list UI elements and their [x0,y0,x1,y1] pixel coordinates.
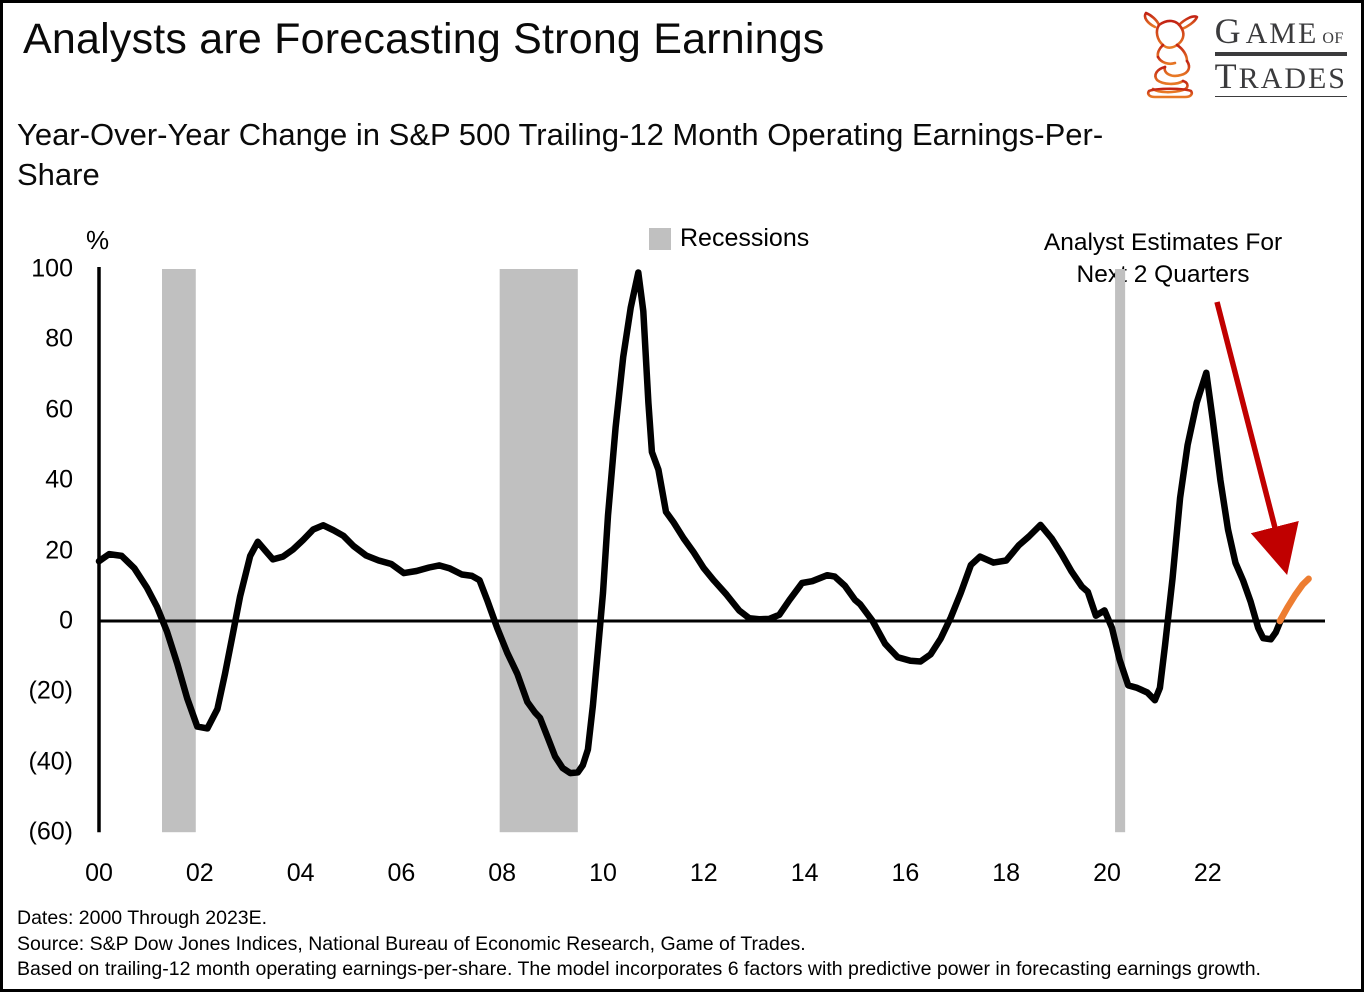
x-tick-04: 04 [286,859,315,887]
recession-band [1115,269,1126,833]
legend-label: Recessions [680,224,810,252]
chart-subtitle: Year-Over-Year Change in S&P 500 Trailin… [17,117,1104,192]
x-tick-22: 22 [1193,859,1222,887]
footnote-method: Based on trailing-12 month operating ear… [17,958,1261,980]
x-tick-10: 10 [589,859,617,887]
y-tick-100: 100 [31,254,73,283]
legend-recessions: Recessions [649,224,809,253]
x-tick-00: 00 [85,859,113,887]
footnote-source: Source: S&P Dow Jones Indices, National … [17,932,806,955]
y-axis-unit-label: % [86,225,110,255]
y-tick-20: 20 [45,536,73,565]
logo-word-game: G [1214,11,1242,51]
eps-yoy-line [95,269,1285,777]
y-tick-(40): (40) [28,747,73,776]
recession-swatch [649,227,671,250]
logo-word-of: OF [1322,30,1344,47]
y-tick-(20): (20) [28,676,73,705]
x-tick-06: 06 [387,859,416,887]
footnotes: Dates: 2000 Through 2023E. Source: S&P D… [17,906,1347,983]
recession-band [499,269,578,833]
y-tick-80: 80 [45,324,73,353]
x-tick-14: 14 [790,859,819,887]
footnote-dates: Dates: 2000 Through 2023E. [17,907,268,929]
x-tick-18: 18 [992,859,1021,887]
y-tick-40: 40 [45,465,73,494]
recession-band [162,269,196,833]
logo-word-trades: TRADES [1214,52,1347,97]
analyst-estimate-line [1276,575,1312,625]
game-of-trades-logo: G AME OF TRADES [1133,11,1347,99]
annotation-line2: Next 2 Quarters [1076,261,1250,289]
analyst-estimates-annotation: Analyst Estimates For Next 2 Quarters [1018,227,1308,292]
logo-word-game-rest: AME [1245,17,1319,50]
chart-canvas [95,267,1325,833]
y-tick-(60): (60) [28,817,73,846]
x-tick-02: 02 [185,859,214,887]
y-tick-60: 60 [45,395,73,424]
bull-chess-piece-icon [1143,11,1198,99]
x-tick-16: 16 [891,859,920,887]
y-tick-0: 0 [59,606,73,635]
annotation-line1: Analyst Estimates For [1043,229,1283,256]
x-tick-08: 08 [488,859,517,887]
x-tick-20: 20 [1093,859,1121,887]
page-title: Analysts are Forecasting Strong Earnings [23,15,825,63]
x-tick-12: 12 [689,859,718,887]
annotation-arrow [1214,301,1299,575]
logo-wordmark: G AME OF TRADES [1214,11,1347,97]
